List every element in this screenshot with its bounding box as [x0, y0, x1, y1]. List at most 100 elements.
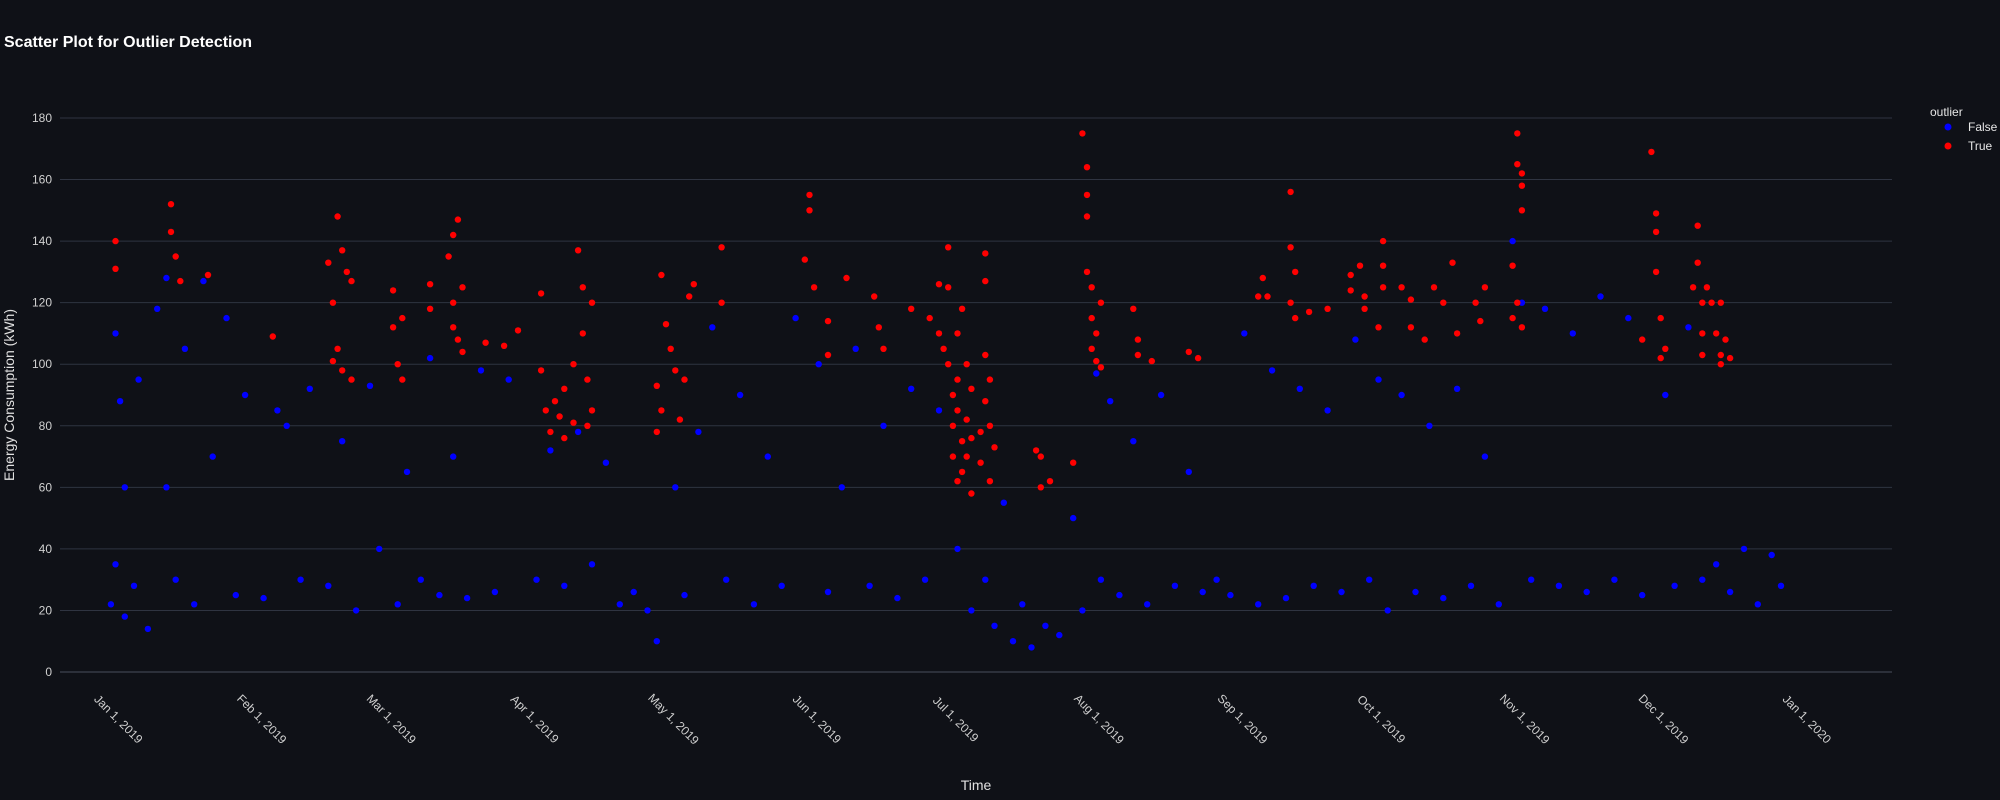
data-point [1440, 594, 1447, 602]
legend[interactable]: outlier False True [1930, 105, 1998, 153]
data-point [1083, 164, 1091, 171]
legend-item-true[interactable]: True [1944, 139, 1993, 153]
data-point [1518, 170, 1526, 177]
data-point [1379, 237, 1387, 245]
x-tick-label: Dec 1, 2019 [1636, 691, 1692, 747]
x-tick-label: Jan 1, 2019 [91, 692, 145, 746]
data-point [556, 413, 563, 420]
data-point [537, 367, 545, 374]
data-point [602, 459, 610, 466]
data-point [1657, 354, 1664, 362]
data-point [339, 367, 346, 374]
data-point [570, 361, 577, 368]
data-point [1028, 644, 1035, 651]
data-point [463, 594, 471, 602]
data-point [1495, 601, 1503, 608]
data-point [968, 434, 975, 442]
data-point [394, 361, 401, 368]
data-point [672, 367, 679, 374]
data-point [1356, 262, 1364, 269]
data-point [1366, 576, 1373, 583]
data-point [963, 416, 970, 423]
data-point [945, 361, 952, 368]
data-point [935, 407, 943, 414]
data-point [459, 284, 466, 291]
data-point [806, 207, 813, 214]
data-point [1541, 305, 1549, 312]
data-point [1009, 638, 1017, 645]
data-point [1107, 398, 1114, 405]
x-tick-label: Apr 1, 2019 [508, 692, 562, 746]
data-point [542, 407, 549, 414]
data-point [949, 453, 957, 460]
data-point [1639, 591, 1646, 599]
data-point [1305, 308, 1313, 316]
data-point [547, 447, 554, 454]
data-point [1648, 148, 1655, 156]
data-point [1379, 262, 1387, 269]
x-axis-title: Time [961, 777, 992, 793]
data-point [949, 391, 957, 399]
data-point [167, 201, 175, 208]
data-point [824, 351, 832, 359]
data-point [1375, 376, 1382, 383]
data-point [1430, 284, 1438, 291]
y-axis-ticks: 0 20 40 60 80 100 120 140 160 180 [32, 111, 52, 679]
data-point [672, 484, 679, 491]
data-point [1426, 422, 1433, 429]
data-point [204, 271, 212, 279]
data-point [417, 576, 424, 583]
data-point [1477, 317, 1484, 325]
data-point [653, 638, 660, 645]
data-point [1625, 314, 1632, 322]
data-point [1324, 305, 1331, 312]
data-point [986, 422, 994, 429]
data-point [1088, 345, 1095, 352]
data-point [1032, 447, 1040, 454]
x-axis-ticks: Jan 1, 2019 Feb 1, 2019 Mar 1, 2019 Apr 1, … [91, 691, 1834, 748]
data-point [1264, 293, 1271, 300]
data-point [1518, 299, 1526, 306]
data-point [718, 299, 725, 306]
data-point [1134, 336, 1142, 343]
data-point [949, 422, 957, 429]
y-tick-label: 180 [32, 111, 52, 125]
data-point [260, 594, 267, 602]
data-point [1699, 330, 1706, 337]
data-point [1611, 576, 1618, 583]
data-point [1407, 296, 1415, 303]
data-point [454, 336, 462, 343]
legend-item-false[interactable]: False [1944, 120, 1998, 134]
data-point [1255, 601, 1262, 608]
data-point [815, 361, 822, 368]
data-point [681, 591, 688, 599]
data-point [1694, 259, 1701, 266]
data-point [958, 438, 966, 445]
data-point [1449, 259, 1456, 266]
data-point [551, 398, 559, 405]
chart-title: Scatter Plot for Outlier Detection [4, 34, 253, 51]
data-point [1777, 582, 1785, 589]
data-points [107, 130, 1785, 651]
data-point [1685, 324, 1692, 331]
series-false [107, 237, 1785, 651]
data-point [1130, 305, 1137, 312]
data-point [1296, 385, 1304, 392]
data-point [1384, 607, 1391, 614]
data-point [806, 191, 813, 199]
data-point [1259, 274, 1267, 282]
data-point [838, 484, 845, 491]
data-point [329, 357, 337, 365]
data-point [343, 268, 350, 276]
data-point [1514, 130, 1521, 137]
data-point [579, 330, 586, 337]
data-point [810, 284, 818, 291]
data-point [241, 391, 249, 399]
data-point [1227, 591, 1234, 599]
data-point [908, 305, 915, 312]
data-point [616, 601, 623, 608]
data-point [871, 293, 878, 300]
data-point [662, 321, 670, 328]
data-point [154, 305, 161, 312]
